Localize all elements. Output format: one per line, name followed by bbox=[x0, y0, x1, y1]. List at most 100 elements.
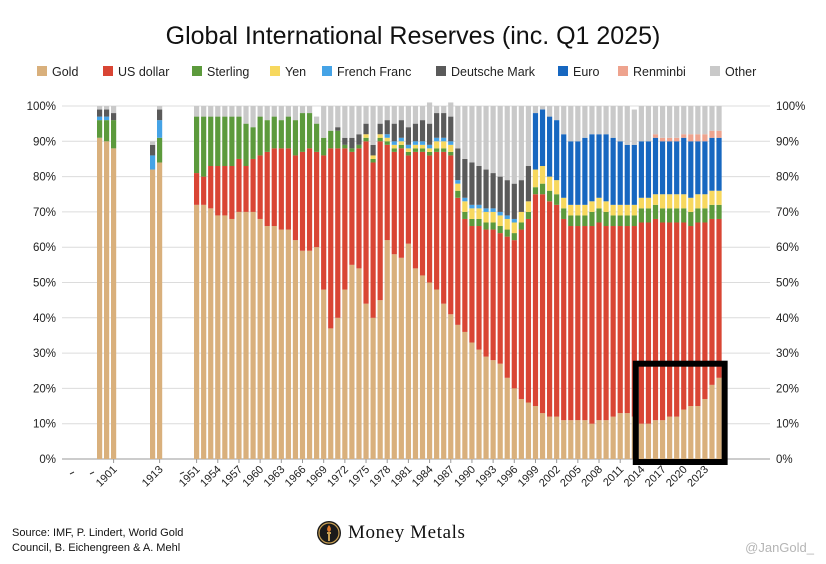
bar-segment-sterling bbox=[539, 183, 546, 195]
x-tick-label: 1999 bbox=[516, 464, 542, 490]
bar-segment-sterling bbox=[476, 218, 482, 227]
bar-segment-yen bbox=[561, 197, 567, 209]
bar-segment-deutsche-mark bbox=[342, 137, 348, 145]
bar-segment-sterling bbox=[208, 116, 214, 167]
bar-segment-gold bbox=[111, 148, 117, 460]
bar-segment-yen bbox=[695, 194, 701, 209]
bar-segment-gold bbox=[215, 215, 221, 459]
bar-segment-other bbox=[222, 106, 228, 117]
y-tick-right: 20% bbox=[776, 383, 799, 395]
bar-segment-other bbox=[716, 106, 722, 131]
bar-segment-other bbox=[462, 106, 468, 159]
bar-segment-other bbox=[419, 106, 426, 121]
bar-segment-sterling bbox=[525, 211, 532, 219]
bar-segment-deutsche-mark bbox=[405, 127, 411, 145]
bar-segment-sterling bbox=[157, 137, 163, 163]
bar-segment-gold bbox=[709, 384, 715, 459]
bar-segment-us-dollar bbox=[250, 158, 256, 212]
bar-segment-other bbox=[504, 106, 510, 181]
bar-segment-euro bbox=[709, 137, 715, 191]
bar-segment-us-dollar bbox=[363, 141, 369, 304]
bar-segment-other bbox=[568, 106, 574, 142]
legend-swatch bbox=[192, 66, 202, 76]
x-tick-label: 2014 bbox=[622, 464, 648, 490]
legend-swatch bbox=[436, 66, 446, 76]
y-tick-right: 100% bbox=[776, 101, 805, 113]
bar-segment-us-dollar bbox=[222, 166, 228, 216]
bar-segment-sterling bbox=[229, 116, 235, 167]
legend: Gold US dollar Sterling Yen French Franc Deut… bbox=[37, 65, 756, 79]
bar-segment-other bbox=[603, 106, 609, 135]
bar-segment-gold bbox=[250, 211, 256, 459]
bar-segment-other bbox=[271, 106, 277, 117]
bar-segment-us-dollar bbox=[342, 148, 348, 290]
bar-segment-sterling bbox=[561, 208, 567, 219]
bar-segment-french-franc bbox=[497, 211, 503, 216]
bar-segment-gold bbox=[377, 300, 383, 459]
bar-segment-gold bbox=[476, 349, 482, 459]
bar-segment-gold bbox=[511, 388, 517, 459]
bar-segment-sterling bbox=[243, 123, 249, 167]
bar-segment-other bbox=[483, 106, 489, 170]
bar-segment-us-dollar bbox=[554, 204, 560, 417]
bar-segment-yen bbox=[688, 197, 694, 212]
bar-segment-french-franc bbox=[476, 204, 482, 209]
bar-segment-sterling bbox=[398, 144, 404, 149]
bar-segment-gold bbox=[518, 398, 524, 459]
bar-segment-euro bbox=[695, 141, 701, 195]
bar-segment-gold bbox=[441, 303, 447, 459]
bar-segment-yen bbox=[398, 141, 404, 145]
legend-label: Gold bbox=[52, 65, 78, 79]
bar-segment-gold bbox=[398, 257, 404, 459]
bar-segment-euro bbox=[659, 141, 666, 195]
bar-segment-sterling bbox=[688, 211, 694, 227]
bar-segment-deutsche-mark bbox=[504, 180, 510, 216]
bar-segment-sterling bbox=[469, 218, 475, 227]
legend-label: US dollar bbox=[118, 65, 169, 79]
bar-segment-gold bbox=[384, 240, 390, 459]
bar-segment-gold bbox=[208, 208, 214, 459]
bar-segment-sterling bbox=[419, 148, 426, 152]
bar-segment-renminbi bbox=[702, 134, 708, 142]
bar-segment-sterling bbox=[222, 116, 228, 167]
bar-segment-us-dollar bbox=[229, 166, 235, 219]
bar-segment-sterling bbox=[412, 148, 419, 152]
bar-segment-us-dollar bbox=[610, 226, 616, 417]
bar-segment-other bbox=[377, 106, 383, 124]
bar-segment-gold bbox=[306, 250, 313, 459]
bar-segment-other bbox=[314, 116, 320, 124]
bar-segment-yen bbox=[659, 194, 666, 209]
bar-segment-us-dollar bbox=[702, 222, 708, 399]
bar-segment-gold bbox=[645, 423, 652, 459]
x-tick-label: 1960 bbox=[240, 464, 266, 490]
legend-swatch bbox=[37, 66, 47, 76]
bar-segment-gold bbox=[525, 402, 532, 459]
bar-segment-euro bbox=[652, 137, 659, 195]
bar-segment-other bbox=[306, 106, 313, 114]
bar-segment-yen bbox=[448, 144, 454, 152]
bar-segment-gold bbox=[426, 282, 433, 459]
bar-segment-gold bbox=[328, 328, 334, 459]
bar-segment-yen bbox=[525, 201, 532, 212]
legend-swatch bbox=[103, 66, 113, 76]
bar-segment-sterling bbox=[321, 137, 327, 156]
x-tick-label: 1996 bbox=[495, 464, 521, 490]
bar-segment-sterling bbox=[497, 226, 503, 234]
bar-segment-us-dollar bbox=[490, 229, 496, 361]
bar-segment-sterling bbox=[441, 148, 447, 152]
bar-segment-us-dollar bbox=[328, 148, 334, 329]
x-tick-label: 2005 bbox=[558, 464, 584, 490]
bar-segment-sterling bbox=[624, 215, 630, 227]
bar-segment-french-franc bbox=[469, 204, 475, 209]
bar-segment-gold bbox=[667, 416, 673, 459]
bar-segment-yen bbox=[631, 204, 637, 216]
bar-segment-sterling bbox=[483, 222, 489, 230]
bar-segment-other bbox=[575, 106, 581, 142]
bar-segment-yen bbox=[405, 148, 411, 152]
bar-segment-other bbox=[631, 109, 637, 145]
x-tick-label: 1972 bbox=[325, 464, 351, 490]
bar-segment-other bbox=[356, 106, 362, 135]
bar-segment-yen bbox=[638, 197, 644, 209]
y-tick-left: 70% bbox=[33, 207, 56, 219]
y-tick-right: 30% bbox=[776, 348, 799, 360]
